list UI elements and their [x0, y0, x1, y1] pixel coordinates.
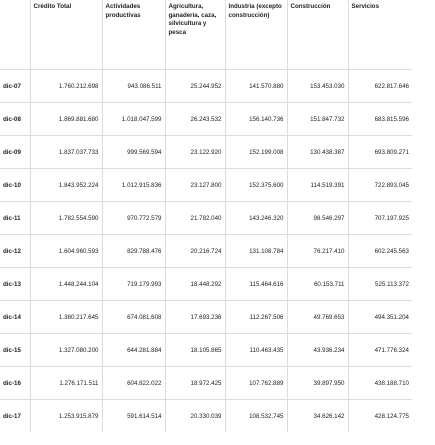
table-cell: 622.817.646 [348, 69, 412, 103]
table-row: dic-16 1.276.171.511 604.822.022 18.972.425… [0, 366, 412, 400]
row-label: dic-08 [0, 102, 31, 136]
table-cell: 20.216.724 [165, 234, 226, 268]
row-label: dic-16 [0, 366, 31, 400]
row-label: dic-11 [0, 201, 31, 235]
table-cell: 18.972.425 [165, 366, 226, 400]
header-cell [0, 0, 31, 70]
table-cell: 707.197.925 [348, 201, 412, 235]
table-cell: 1.327.080.200 [30, 333, 103, 367]
table-cell: 1.760.212.698 [30, 69, 103, 103]
row-label: dic-15 [0, 333, 31, 367]
table-row: dic-10 1.843.952.224 1.012.915.836 23.127.8… [0, 168, 412, 202]
header-cell: Industria (excepto construcción) [225, 0, 288, 70]
table-cell: 674.081.608 [102, 300, 166, 334]
row-label: dic-09 [0, 135, 31, 169]
table-cell: 114.519.391 [287, 168, 349, 202]
table-cell: 156.140.736 [225, 102, 288, 136]
table-cell: 591.614.514 [102, 399, 166, 432]
table-cell: 829.788.476 [102, 234, 166, 268]
table-cell: 1.253.915.879 [30, 399, 103, 432]
table-row: dic-09 1.837.037.733 999.569.594 23.122.920… [0, 135, 412, 169]
row-label: dic-17 [0, 399, 31, 432]
table-cell: 1.380.217.645 [30, 300, 103, 334]
table-cell: 39.897.950 [287, 366, 349, 400]
table-cell: 644.281.884 [102, 333, 166, 367]
table-row: dic-14 1.380.217.645 674.081.608 17.693.236… [0, 300, 412, 334]
table-cell: 494.351.204 [348, 300, 412, 334]
table-row: dic-15 1.327.080.200 644.281.884 18.105.865… [0, 333, 412, 367]
table-cell: 970.772.579 [102, 201, 166, 235]
row-label: dic-14 [0, 300, 31, 334]
table-cell: 722.893.045 [348, 168, 412, 202]
table-cell: 107.762.889 [225, 366, 288, 400]
table-cell: 1.843.952.224 [30, 168, 103, 202]
table-cell: 115.464.616 [225, 267, 288, 301]
table-cell: 108.532.745 [225, 399, 288, 432]
table-row: dic-11 1.782.554.590 970.772.579 21.782.040… [0, 201, 412, 235]
table-cell: 151.847.732 [287, 102, 349, 136]
header-row: Crédito Total Actividades productivas Agri… [0, 0, 412, 70]
table-cell: 131.108.784 [225, 234, 288, 268]
table-cell: 471.776.324 [348, 333, 412, 367]
table-cell: 943.086.511 [102, 69, 166, 103]
table-cell: 17.693.236 [165, 300, 226, 334]
table-cell: 1.012.915.836 [102, 168, 166, 202]
table-row: dic-13 1.448.244.104 719.179.993 18.448.292… [0, 267, 412, 301]
table-cell: 34.626.142 [287, 399, 349, 432]
table-cell: 1.869.881.680 [30, 102, 103, 136]
table-cell: 438.188.710 [348, 366, 412, 400]
table-cell: 143.246.320 [225, 201, 288, 235]
header-cell: Servicios [351, 3, 380, 10]
table-cell: 112.267.506 [225, 300, 288, 334]
table-row: dic-12 1.604.960.593 829.788.476 20.216.724… [0, 234, 412, 268]
table-cell: 130.438.387 [287, 135, 349, 169]
table-cell: 25.244.952 [165, 69, 226, 103]
table-cell: 602.245.563 [348, 234, 412, 268]
table-row: dic-17 1.253.915.879 591.614.514 20.330.039… [0, 399, 412, 432]
header-cell: Crédito Total [30, 0, 103, 70]
table-cell: 76.217.410 [287, 234, 349, 268]
table-cell: 683.815.596 [348, 102, 412, 136]
credit-table: Crédito Total Actividades productivas Agri… [0, 0, 412, 432]
header-cell: Construcción [287, 0, 349, 70]
table-cell: 428.124.775 [348, 399, 412, 432]
table-cell: 26.243.532 [165, 102, 226, 136]
row-label: dic-10 [0, 168, 31, 202]
row-label: dic-07 [0, 69, 31, 103]
table-cell: 1.604.960.593 [30, 234, 103, 268]
table-cell: 1.837.037.733 [30, 135, 103, 169]
table-cell: 1.782.554.590 [30, 201, 103, 235]
table-cell: 719.179.993 [102, 267, 166, 301]
table-cell: 18.448.292 [165, 267, 226, 301]
table-cell: 60.153.711 [287, 267, 349, 301]
table-cell: 693.809.271 [348, 135, 412, 169]
table-cell: 1.448.244.104 [30, 267, 103, 301]
table-cell: 525.113.372 [348, 267, 412, 301]
table-cell: 43.936.234 [287, 333, 349, 367]
table-cell: 18.105.865 [165, 333, 226, 367]
row-label: dic-12 [0, 234, 31, 268]
table-cell: 49.769.653 [287, 300, 349, 334]
header-cell: Agricultura, ganadería, caza, silvicultu… [165, 0, 226, 70]
table-cell: 98.546.297 [287, 201, 349, 235]
table-row: dic-07 1.760.212.698 943.086.511 25.244.952… [0, 69, 412, 103]
header-cell: Actividades productivas [102, 0, 166, 70]
table-cell: 20.330.039 [165, 399, 226, 432]
table-cell: 23.122.920 [165, 135, 226, 169]
table-cell: 21.782.040 [165, 201, 226, 235]
row-label: dic-13 [0, 267, 31, 301]
table-cell: 999.569.594 [102, 135, 166, 169]
table-cell: 110.463.435 [225, 333, 288, 367]
table-cell: 604.822.022 [102, 366, 166, 400]
table-cell: 152.199.008 [225, 135, 288, 169]
table-cell: 1.018.047.599 [102, 102, 166, 136]
table-cell: 153.453.030 [287, 69, 349, 103]
table-cell: 23.127.800 [165, 168, 226, 202]
table-cell: 152.375.600 [225, 168, 288, 202]
table-cell: 1.276.171.511 [30, 366, 103, 400]
table-row: dic-08 1.869.881.680 1.018.047.599 26.243.5… [0, 102, 412, 136]
table-cell: 141.570.880 [225, 69, 288, 103]
